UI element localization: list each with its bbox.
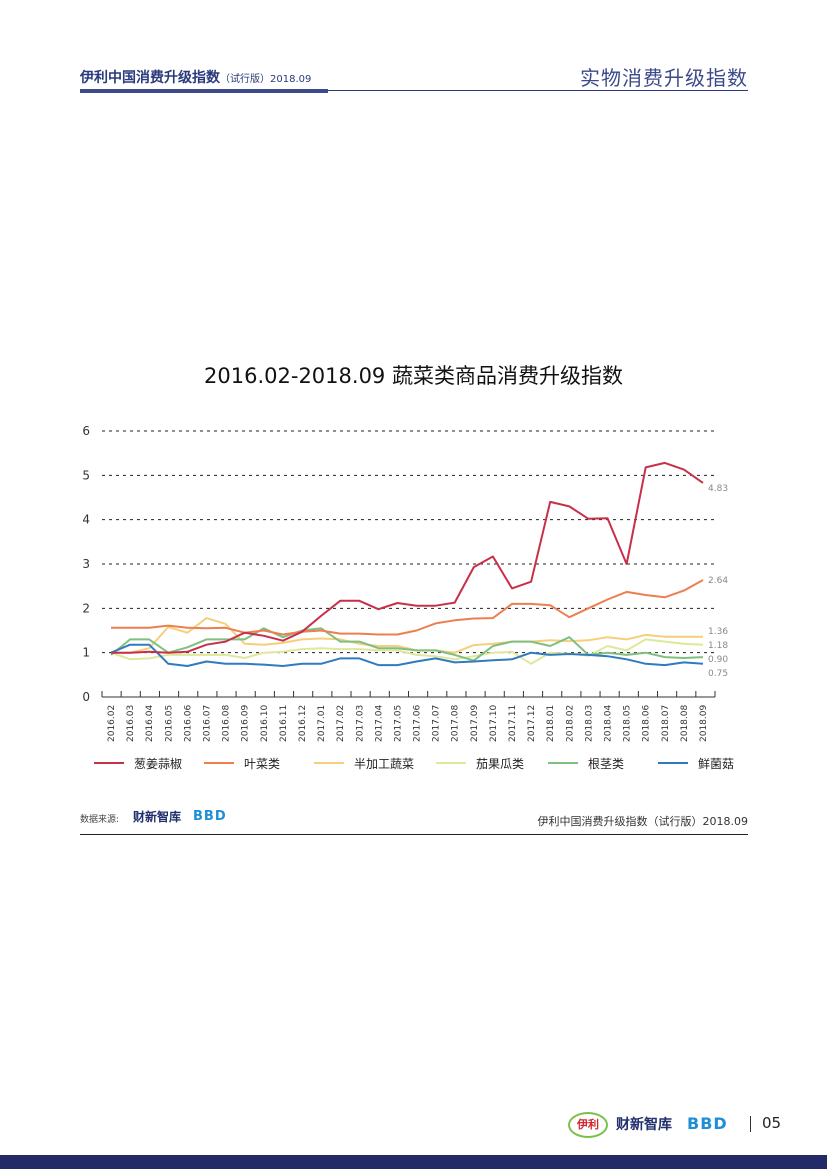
legend-label: 葱姜蒜椒 <box>134 757 182 771</box>
bbd-logo: BBD <box>193 809 227 824</box>
page-number: 05 <box>762 1114 782 1132</box>
caixin-logo: 财新智库 <box>133 810 182 824</box>
x-tick-label: 2018.06 <box>642 705 652 742</box>
x-tick-label: 2018.09 <box>699 705 709 742</box>
legend-label: 叶菜类 <box>244 757 280 771</box>
x-tick-label: 2016.04 <box>145 705 155 742</box>
header-divider <box>328 90 748 91</box>
legend-label: 半加工蔬菜 <box>354 757 414 771</box>
x-tick-label: 2018.07 <box>661 705 671 742</box>
y-tick-label: 5 <box>82 468 90 482</box>
header-title-main: 伊利中国消费升级指数 <box>80 70 220 86</box>
end-value-label: 0.90 <box>708 655 728 665</box>
x-tick-label: 2018.08 <box>680 705 690 742</box>
series-line-0 <box>111 461 704 654</box>
x-tick-label: 2018.03 <box>584 705 594 742</box>
header-title: 伊利中国消费升级指数（试行版）2018.09 <box>80 67 311 87</box>
caixin-logo-footer: 财新智库 <box>616 1117 672 1133</box>
x-tick-label: 2017.08 <box>451 705 461 742</box>
source-right-text: 伊利中国消费升级指数（试行版）2018.09 <box>537 815 749 828</box>
end-value-label: 4.83 <box>708 484 728 494</box>
x-tick-label: 2016.05 <box>164 705 174 742</box>
x-tick-label: 2016.06 <box>183 705 193 742</box>
legend-label: 根茎类 <box>588 757 624 771</box>
x-tick-label: 2016.08 <box>222 705 232 742</box>
x-tick-label: 2018.01 <box>546 705 556 742</box>
x-tick-label: 2017.03 <box>355 705 365 742</box>
header-accent-bar <box>80 89 328 93</box>
x-tick-label: 2018.05 <box>623 705 633 742</box>
x-tick-label: 2018.04 <box>604 705 614 742</box>
x-tick-label: 2017.07 <box>432 705 442 742</box>
bbd-logo-footer: BBD <box>687 1114 728 1133</box>
y-tick-label: 3 <box>82 557 90 571</box>
source-label: 数据来源: <box>80 815 120 825</box>
series-line-4 <box>110 627 704 662</box>
series-line-3 <box>110 638 704 665</box>
legend-label: 茄果瓜类 <box>476 757 524 771</box>
series-line-2 <box>111 617 703 654</box>
x-tick-label: 2016.09 <box>241 705 251 742</box>
x-tick-label: 2016.12 <box>298 705 308 742</box>
x-tick-label: 2017.10 <box>489 705 499 742</box>
series-line-1 <box>111 579 704 636</box>
legend-label: 鲜菌菇 <box>698 757 734 771</box>
line-chart: 0 1 2 3 4 5 6 2016.02 2016.03 2016.04 2016.05 2016.… <box>82 424 734 771</box>
series-line-5 <box>110 643 704 667</box>
x-tick-label: 2016.03 <box>126 705 136 742</box>
header-title-sub: （试行版）2018.09 <box>220 74 312 85</box>
x-tick-label: 2017.04 <box>374 705 384 742</box>
section-title: 实物消费升级指数 <box>580 66 748 90</box>
x-tick-label: 2017.05 <box>393 705 403 742</box>
end-value-label: 1.18 <box>708 641 728 651</box>
x-tick-label: 2017.09 <box>470 705 480 742</box>
x-tick-label: 2017.11 <box>508 705 518 742</box>
y-tick-label: 2 <box>82 601 90 615</box>
x-tick-label: 2016.10 <box>260 705 270 742</box>
bottom-bar <box>0 1155 827 1169</box>
y-tick-label: 4 <box>82 513 90 527</box>
x-tick-label: 2016.02 <box>107 705 117 742</box>
x-tick-label: 2016.07 <box>202 705 212 742</box>
x-tick-label: 2016.11 <box>279 705 289 742</box>
chart-title: 2016.02-2018.09 蔬菜类商品消费升级指数 <box>204 364 623 388</box>
yili-logo: 伊利 <box>568 1112 608 1138</box>
footer-divider <box>80 834 748 835</box>
end-value-label: 2.64 <box>708 576 728 586</box>
end-value-label: 1.36 <box>708 627 728 637</box>
y-tick-label: 1 <box>82 646 90 660</box>
x-tick-label: 2017.12 <box>527 705 537 742</box>
page-separator <box>750 1116 751 1132</box>
x-tick-label: 2018.02 <box>565 705 575 742</box>
x-tick-label: 2017.02 <box>336 705 346 742</box>
x-tick-label: 2017.06 <box>413 705 423 742</box>
y-tick-label: 0 <box>82 690 90 704</box>
end-value-label: 0.75 <box>708 669 728 679</box>
x-tick-label: 2017.01 <box>317 705 327 742</box>
y-tick-label: 6 <box>82 424 90 438</box>
